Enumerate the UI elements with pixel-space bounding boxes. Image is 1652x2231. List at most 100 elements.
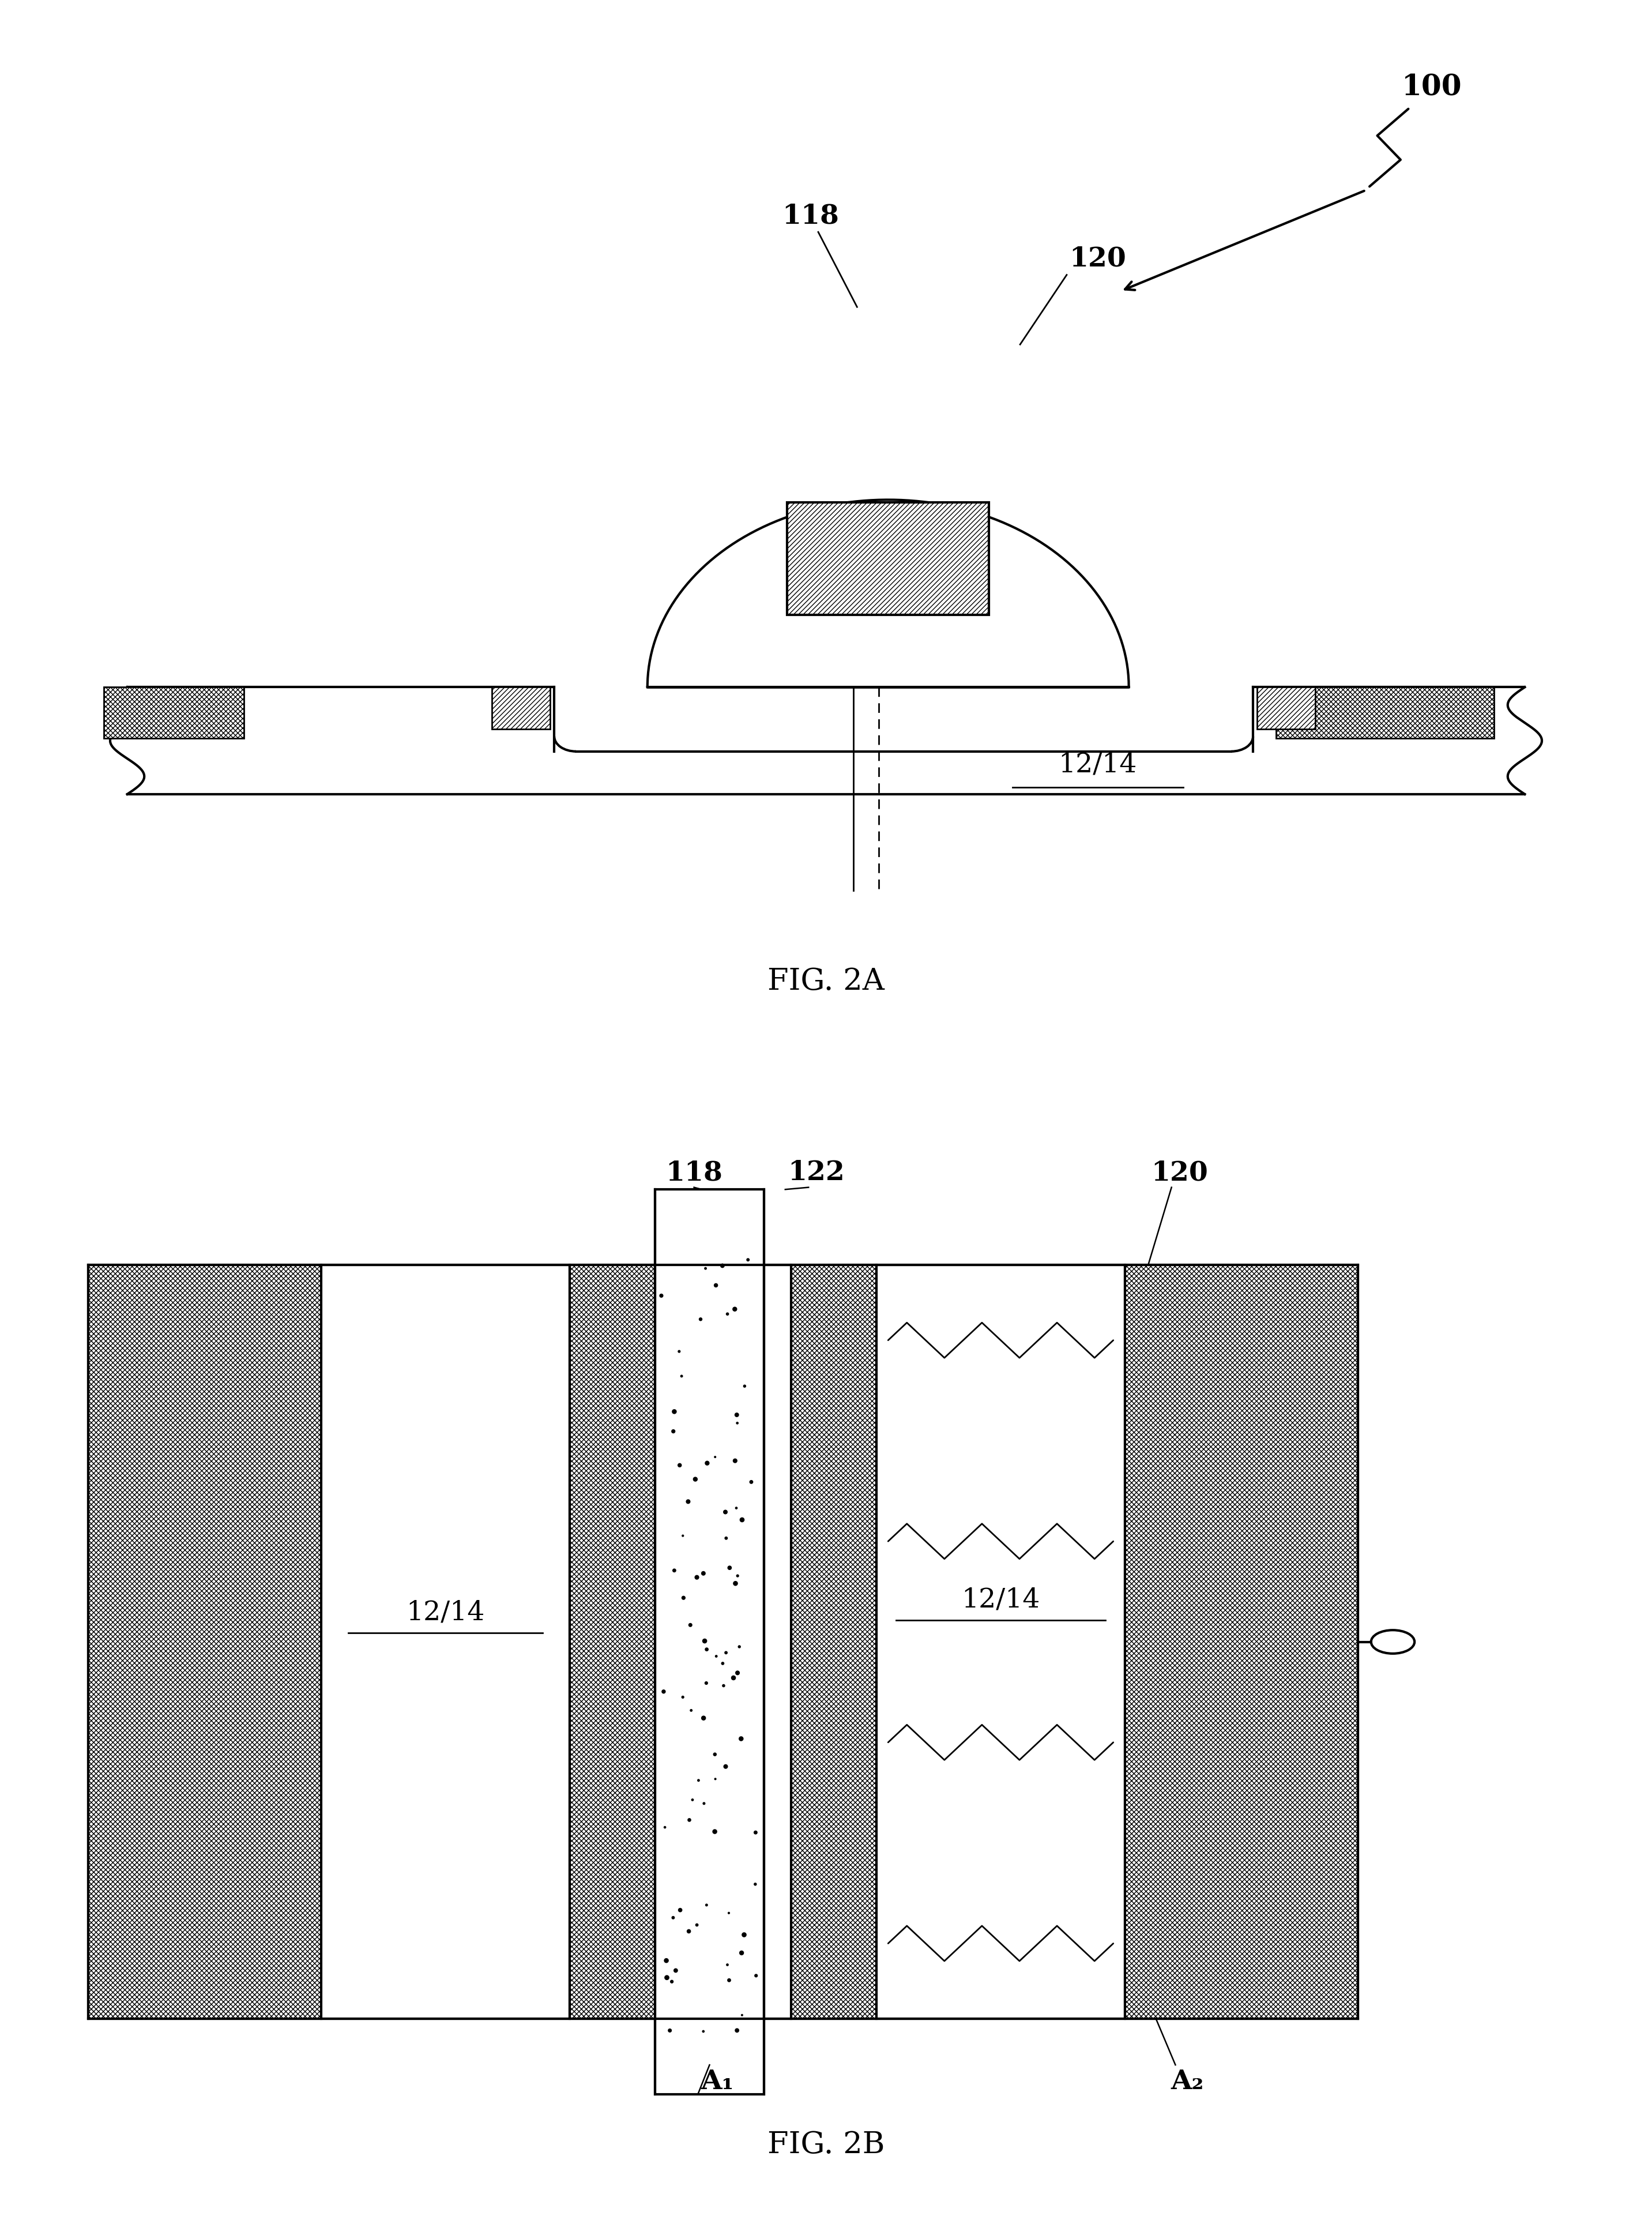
Point: [715, 1963, 742, 1999]
Point: [724, 1397, 750, 1432]
Bar: [1257, 687, 1315, 730]
Point: [659, 1963, 686, 1999]
Point: [724, 1655, 750, 1691]
Point: [735, 1243, 762, 1278]
Point: [669, 1680, 695, 1716]
Point: [691, 1555, 717, 1591]
Point: [676, 1803, 702, 1838]
Point: [661, 1553, 687, 1588]
Point: [651, 1673, 677, 1709]
Point: [742, 1814, 768, 1849]
Point: [669, 1517, 695, 1553]
Text: 120: 120: [1151, 1160, 1208, 1187]
Text: A₁: A₁: [700, 2068, 733, 2095]
Polygon shape: [648, 500, 1128, 687]
Point: [661, 1414, 687, 1450]
Point: [722, 1566, 748, 1602]
Text: 100: 100: [1401, 74, 1462, 103]
Text: 12/14: 12/14: [961, 1586, 1041, 1613]
Point: [727, 1629, 753, 1664]
Point: [710, 1669, 737, 1704]
Point: [709, 1646, 735, 1682]
Bar: [322, 1265, 570, 2019]
Point: [722, 1292, 748, 1327]
Point: [676, 1914, 702, 1950]
Point: [686, 1762, 712, 1798]
Point: [729, 1501, 755, 1537]
Point: [724, 1490, 750, 1526]
Point: [715, 1894, 742, 1930]
Point: [702, 1736, 729, 1771]
Point: [671, 1580, 697, 1615]
Point: [714, 1519, 740, 1555]
Point: [687, 1301, 714, 1336]
Text: 118: 118: [781, 203, 839, 230]
Bar: [788, 502, 990, 616]
Bar: [763, 1265, 791, 2019]
Point: [742, 1867, 768, 1903]
Point: [702, 1439, 729, 1475]
Point: [694, 1446, 720, 1481]
Bar: [570, 1265, 656, 2019]
Point: [648, 1278, 674, 1314]
Point: [682, 1461, 709, 1497]
Point: [676, 1484, 702, 1519]
Bar: [791, 1265, 877, 2019]
Point: [692, 1252, 719, 1287]
Text: FIG. 2A: FIG. 2A: [768, 966, 884, 997]
Point: [738, 1464, 765, 1499]
Point: [702, 1760, 729, 1796]
Point: [712, 1635, 738, 1671]
Text: A₂: A₂: [1171, 2068, 1204, 2095]
Point: [684, 1908, 710, 1943]
Text: 118: 118: [666, 1160, 722, 1187]
Point: [724, 1557, 750, 1593]
Point: [720, 1660, 747, 1696]
Text: 120: 120: [1069, 245, 1127, 272]
Text: 12/14: 12/14: [406, 1600, 486, 1626]
Point: [691, 1785, 717, 1820]
Bar: [656, 1189, 763, 2095]
Point: [654, 1959, 681, 1995]
Point: [712, 1495, 738, 1530]
Point: [666, 1448, 692, 1484]
Point: [691, 1700, 717, 1736]
Point: [669, 1359, 695, 1394]
Point: [694, 1631, 720, 1667]
Point: [659, 1901, 686, 1937]
Point: [712, 1749, 738, 1785]
Point: [730, 1916, 757, 1952]
Point: [709, 1247, 735, 1283]
Point: [704, 1638, 730, 1673]
Point: [694, 1887, 720, 1923]
Bar: [1125, 1265, 1358, 2019]
Point: [677, 1606, 704, 1642]
Point: [729, 1997, 755, 2032]
Text: 122: 122: [788, 1160, 844, 1187]
Point: [656, 2012, 682, 2048]
Point: [717, 1551, 743, 1586]
Point: [651, 1809, 677, 1845]
Point: [722, 1443, 748, 1479]
Point: [684, 1559, 710, 1595]
Bar: [89, 1265, 322, 2019]
Point: [714, 1296, 740, 1332]
Point: [694, 1664, 720, 1700]
Point: [743, 1959, 770, 1995]
Point: [724, 2012, 750, 2048]
Point: [692, 1624, 719, 1660]
Bar: [1277, 687, 1493, 738]
Bar: [492, 687, 550, 730]
Point: [729, 1934, 755, 1970]
Point: [653, 1943, 679, 1979]
Point: [729, 1720, 755, 1756]
Point: [677, 1693, 704, 1729]
Point: [702, 1267, 729, 1303]
Bar: [104, 687, 244, 738]
Point: [732, 1368, 758, 1403]
Point: [662, 1952, 689, 1988]
Point: [666, 1334, 692, 1370]
Bar: [877, 1265, 1125, 2019]
Point: [724, 1406, 750, 1441]
Text: 12/14: 12/14: [1059, 752, 1137, 779]
